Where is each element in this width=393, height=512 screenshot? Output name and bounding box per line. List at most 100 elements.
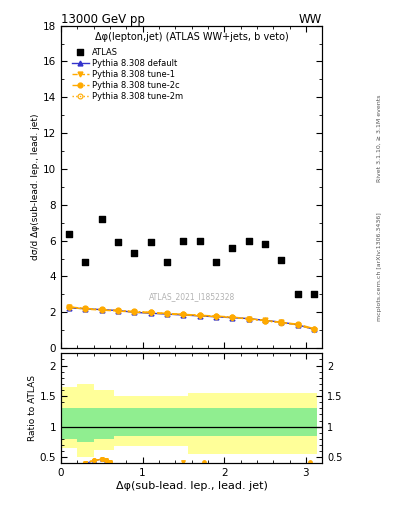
Text: 13000 GeV pp: 13000 GeV pp xyxy=(61,13,145,26)
Bar xyxy=(285,409,318,436)
Point xyxy=(201,457,207,465)
Pythia 8.308 tune-1 xyxy=(99,307,104,313)
Pythia 8.308 tune-1 xyxy=(263,317,268,324)
ATLAS xyxy=(295,290,301,298)
Pythia 8.308 default xyxy=(165,311,169,317)
Bar xyxy=(77,384,94,457)
Pythia 8.308 tune-1 xyxy=(296,322,300,328)
Bar xyxy=(212,409,237,436)
Pythia 8.308 tune-2c xyxy=(83,305,88,311)
Pythia 8.308 tune-2m xyxy=(67,304,72,310)
Bar xyxy=(94,390,114,450)
ATLAS xyxy=(229,244,235,252)
Bar xyxy=(261,393,285,454)
Y-axis label: Ratio to ATLAS: Ratio to ATLAS xyxy=(28,375,37,441)
Pythia 8.308 tune-1 xyxy=(132,309,137,315)
Point xyxy=(180,457,187,465)
Pythia 8.308 tune-2m xyxy=(149,309,153,315)
Pythia 8.308 default xyxy=(149,310,153,316)
Text: Rivet 3.1.10, ≥ 3.1M events: Rivet 3.1.10, ≥ 3.1M events xyxy=(377,95,382,182)
Pythia 8.308 tune-1 xyxy=(279,319,284,326)
Pythia 8.308 tune-2m xyxy=(246,316,251,322)
Pythia 8.308 tune-2m xyxy=(99,307,104,313)
Pythia 8.308 tune-2m xyxy=(279,320,284,326)
Pythia 8.308 tune-2m xyxy=(197,312,202,318)
Pythia 8.308 tune-2c xyxy=(67,304,72,310)
Line: Pythia 8.308 tune-2m: Pythia 8.308 tune-2m xyxy=(67,305,316,332)
Pythia 8.308 tune-1 xyxy=(197,313,202,319)
Line: Pythia 8.308 tune-2c: Pythia 8.308 tune-2c xyxy=(67,305,316,331)
Bar xyxy=(138,409,163,436)
Legend: ATLAS, Pythia 8.308 default, Pythia 8.308 tune-1, Pythia 8.308 tune-2c, Pythia 8: ATLAS, Pythia 8.308 default, Pythia 8.30… xyxy=(70,46,185,102)
Bar xyxy=(114,396,138,446)
Pythia 8.308 tune-2c xyxy=(214,313,219,319)
ATLAS xyxy=(196,237,203,245)
Pythia 8.308 tune-1 xyxy=(165,311,169,317)
Line: Pythia 8.308 default: Pythia 8.308 default xyxy=(67,306,316,332)
Pythia 8.308 tune-2m xyxy=(312,326,316,332)
Pythia 8.308 tune-2m xyxy=(263,318,268,324)
Bar xyxy=(138,396,163,446)
Pythia 8.308 tune-1 xyxy=(246,316,251,322)
Bar xyxy=(187,409,212,436)
ATLAS xyxy=(278,257,285,265)
Pythia 8.308 default xyxy=(246,315,251,322)
Pythia 8.308 default xyxy=(132,309,137,315)
Text: WW: WW xyxy=(299,13,322,26)
Pythia 8.308 tune-1 xyxy=(181,312,186,318)
Pythia 8.308 tune-1 xyxy=(230,314,235,321)
Pythia 8.308 tune-1 xyxy=(312,327,316,333)
ATLAS xyxy=(311,290,317,298)
ATLAS xyxy=(180,237,187,245)
Pythia 8.308 default xyxy=(296,322,300,328)
ATLAS xyxy=(99,215,105,223)
Pythia 8.308 tune-2m xyxy=(230,314,235,321)
Pythia 8.308 default xyxy=(83,306,88,312)
Pythia 8.308 tune-2m xyxy=(296,322,300,328)
Pythia 8.308 tune-1 xyxy=(116,308,120,314)
Bar xyxy=(94,409,114,439)
Bar xyxy=(163,409,187,436)
ATLAS xyxy=(213,258,219,266)
Pythia 8.308 tune-1 xyxy=(83,306,88,312)
Pythia 8.308 tune-1 xyxy=(67,304,72,310)
Pythia 8.308 tune-2c xyxy=(230,314,235,320)
Pythia 8.308 tune-2c xyxy=(296,321,300,327)
Pythia 8.308 default xyxy=(214,314,219,320)
Pythia 8.308 tune-2m xyxy=(83,306,88,312)
Bar xyxy=(61,387,77,448)
ATLAS xyxy=(246,237,252,245)
Bar xyxy=(163,396,187,446)
Pythia 8.308 tune-2c xyxy=(165,310,169,316)
Pythia 8.308 default xyxy=(230,314,235,321)
Pythia 8.308 tune-2c xyxy=(149,309,153,315)
Pythia 8.308 default xyxy=(181,312,186,318)
Pythia 8.308 tune-2c xyxy=(116,307,120,313)
Bar xyxy=(77,409,94,442)
Pythia 8.308 tune-2c xyxy=(312,326,316,332)
Y-axis label: dσ/d Δφ(sub-lead. lep., lead. jet): dσ/d Δφ(sub-lead. lep., lead. jet) xyxy=(31,114,40,260)
Pythia 8.308 tune-2c xyxy=(246,316,251,322)
Pythia 8.308 tune-1 xyxy=(214,313,219,319)
ATLAS xyxy=(262,240,268,248)
Pythia 8.308 default xyxy=(67,305,72,311)
Bar xyxy=(212,393,237,454)
Pythia 8.308 tune-2c xyxy=(263,317,268,324)
Pythia 8.308 tune-2c xyxy=(279,319,284,326)
Pythia 8.308 default xyxy=(197,313,202,319)
ATLAS xyxy=(131,249,138,258)
X-axis label: Δφ(sub-lead. lep., lead. jet): Δφ(sub-lead. lep., lead. jet) xyxy=(116,481,268,491)
Text: ATLAS_2021_I1852328: ATLAS_2021_I1852328 xyxy=(149,292,235,301)
Text: mcplots.cern.ch [arXiv:1306.3436]: mcplots.cern.ch [arXiv:1306.3436] xyxy=(377,212,382,321)
Pythia 8.308 tune-2m xyxy=(132,309,137,315)
Pythia 8.308 tune-2m xyxy=(165,310,169,316)
Pythia 8.308 tune-2m xyxy=(181,311,186,317)
Pythia 8.308 default xyxy=(99,307,104,313)
Bar xyxy=(187,393,212,454)
Pythia 8.308 tune-2c xyxy=(181,311,186,317)
Bar xyxy=(237,393,261,454)
Pythia 8.308 tune-2m xyxy=(116,307,120,313)
Bar xyxy=(261,409,285,436)
Line: Pythia 8.308 tune-1: Pythia 8.308 tune-1 xyxy=(67,305,316,332)
Pythia 8.308 tune-2m xyxy=(214,313,219,319)
